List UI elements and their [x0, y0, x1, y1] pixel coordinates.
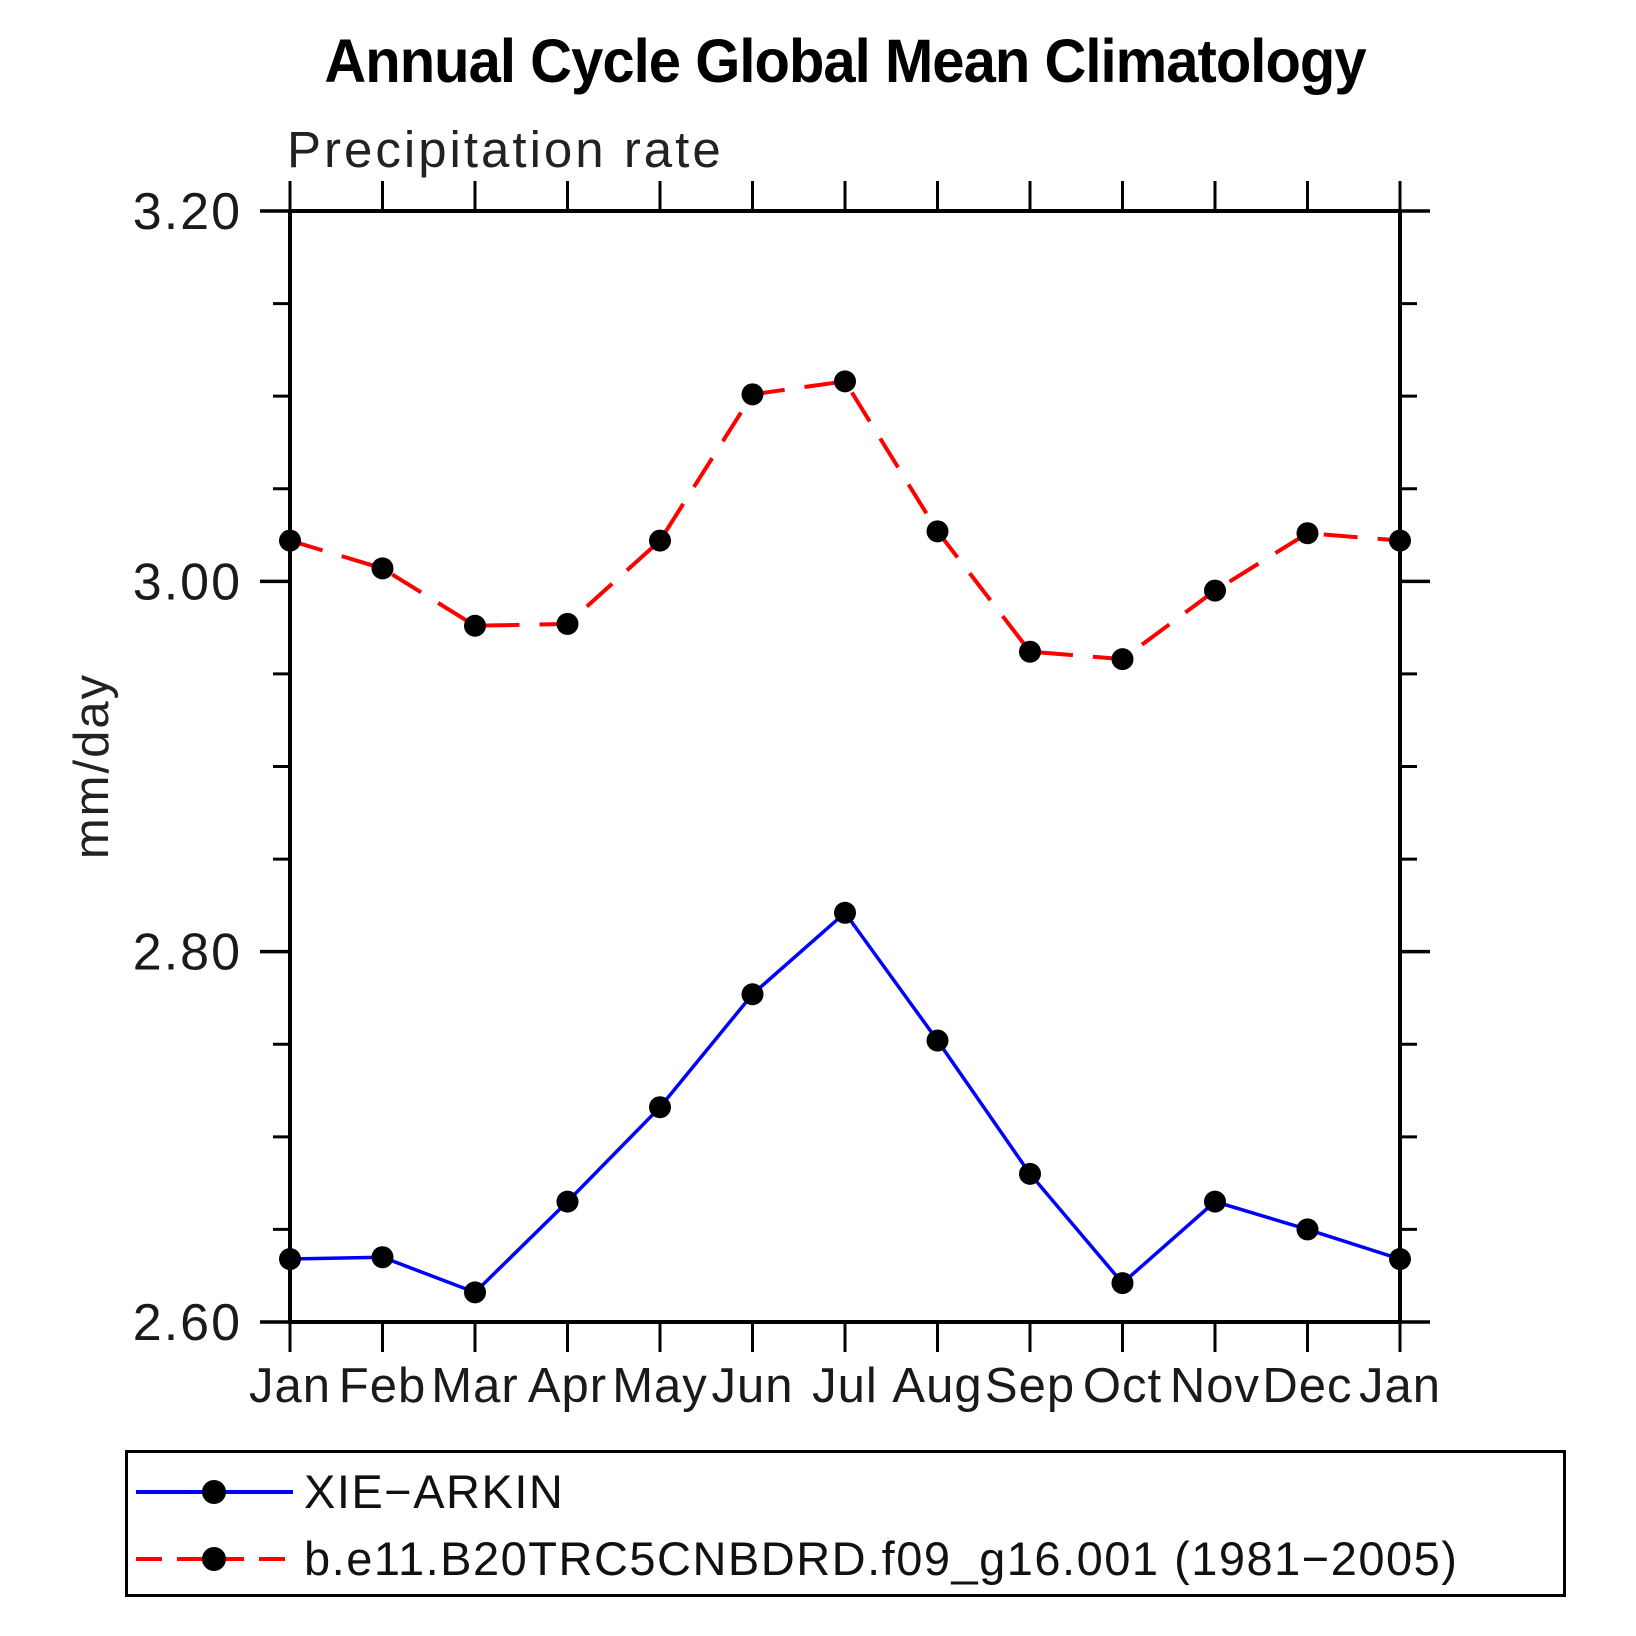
- legend-line-sample-dashed-icon: [136, 1547, 293, 1571]
- x-tick-label: Nov: [1170, 1359, 1260, 1413]
- data-point-marker: [371, 557, 394, 580]
- data-point-marker: [649, 529, 671, 552]
- data-point-marker: [1111, 1272, 1134, 1295]
- legend-marker-dot: [202, 1547, 226, 1571]
- data-point-marker: [1204, 579, 1226, 602]
- data-point-marker: [1296, 1218, 1319, 1241]
- data-point-marker: [1204, 1190, 1226, 1213]
- data-point-marker: [741, 983, 764, 1006]
- data-point-marker: [649, 1096, 671, 1119]
- x-tick-label: Apr: [528, 1359, 607, 1413]
- legend-label-xie-arkin: XIE−ARKIN: [304, 1465, 565, 1518]
- x-tick-label: Oct: [1083, 1359, 1162, 1413]
- data-point-marker: [464, 614, 486, 637]
- y-tick-label: 3.00: [133, 553, 242, 611]
- legend: XIE−ARKIN b.e11.B20TRC5CNBDRD.f09_g16.00…: [125, 1450, 1566, 1597]
- data-point-marker: [1111, 648, 1134, 671]
- x-tick-label: Jan: [249, 1359, 331, 1413]
- data-point-marker: [926, 520, 949, 543]
- legend-label-model-run: b.e11.B20TRC5CNBDRD.f09_g16.001 (1981−20…: [304, 1532, 1459, 1585]
- data-point-marker: [1296, 522, 1319, 545]
- y-tick-label: 3.20: [133, 183, 242, 241]
- data-point-marker: [1019, 640, 1041, 663]
- x-tick-label: Aug: [892, 1359, 982, 1413]
- x-tick-label: Jan: [1359, 1359, 1441, 1413]
- x-tick-label: Dec: [1262, 1359, 1352, 1413]
- y-tick-label: 2.80: [133, 924, 242, 982]
- data-point-marker: [741, 383, 764, 406]
- y-tick-label: 2.60: [133, 1294, 242, 1352]
- legend-line-sample-solid-icon: [136, 1480, 293, 1504]
- chart-subtitle: Precipitation rate: [287, 121, 724, 178]
- data-point-marker: [556, 612, 579, 635]
- x-tick-label: Mar: [431, 1359, 518, 1413]
- legend-marker-dot: [202, 1480, 226, 1504]
- x-tick-label: Jun: [711, 1359, 793, 1413]
- data-point-marker: [556, 1190, 579, 1213]
- x-tick-label: Sep: [985, 1359, 1075, 1413]
- data-point-marker: [464, 1281, 486, 1304]
- legend-item-model-run: b.e11.B20TRC5CNBDRD.f09_g16.001 (1981−20…: [133, 1532, 1459, 1585]
- x-tick-label: May: [612, 1359, 708, 1413]
- series-line-solid: [289, 910, 1401, 1295]
- data-point-marker: [371, 1246, 394, 1269]
- data-point-marker: [834, 901, 856, 924]
- data-point-marker: [834, 370, 856, 393]
- data-point-marker: [1389, 1248, 1411, 1271]
- x-tick-label: Jul: [812, 1359, 878, 1413]
- data-point-marker: [279, 529, 301, 552]
- data-point-marker: [1389, 529, 1411, 552]
- page-title: Annual Cycle Global Mean Climatology: [324, 27, 1366, 95]
- legend-item-xie-arkin: XIE−ARKIN: [133, 1465, 565, 1518]
- data-point-marker: [1019, 1162, 1041, 1185]
- series-line-dashed: [289, 379, 1401, 662]
- data-point-marker: [279, 1248, 301, 1271]
- x-tick-label: Feb: [339, 1359, 426, 1413]
- data-point-marker: [926, 1029, 949, 1052]
